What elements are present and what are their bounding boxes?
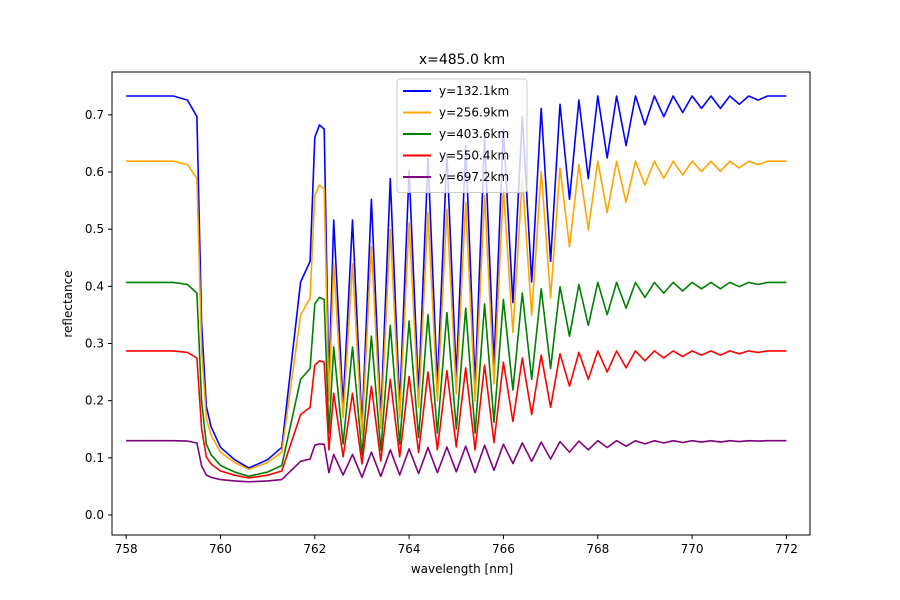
x-tick-label: 770 [681, 542, 704, 556]
legend-label: y=256.9km [439, 106, 509, 120]
y-tick-label: 0.7 [85, 108, 104, 122]
y-tick-label: 0.3 [85, 337, 104, 351]
x-tick-label: 772 [775, 542, 798, 556]
x-tick-label: 768 [586, 542, 609, 556]
series-lines [126, 95, 787, 483]
legend-label: y=132.1km [439, 84, 509, 98]
x-tick-label: 764 [398, 542, 421, 556]
legend: y=132.1km y=256.9km y=403.6km y=550.4km y=69… [396, 78, 528, 193]
x-tick-label: 758 [115, 542, 138, 556]
y-tick-label: 0.6 [85, 165, 104, 179]
y-axis-ticks: 0.0 0.1 0.2 0.3 0.4 0.5 0.6 0.7 [85, 108, 112, 522]
legend-label: y=550.4km [439, 149, 509, 163]
y-axis-label: reflectance [61, 270, 75, 337]
y-tick-label: 0.1 [85, 451, 104, 465]
y-tick-label: 0.2 [85, 394, 104, 408]
legend-label: y=697.2km [439, 170, 509, 184]
x-tick-label: 766 [492, 542, 515, 556]
y-tick-label: 0.4 [85, 279, 104, 293]
plot-frame [111, 71, 811, 536]
series-line-2 [126, 160, 787, 471]
series-line-4 [126, 350, 787, 479]
series-line-5 [126, 439, 787, 483]
chart-title: x=485.0 km [419, 52, 505, 68]
x-axis-ticks: 758 760 762 764 766 768 770 772 [115, 535, 798, 556]
legend-label: y=403.6km [439, 127, 509, 141]
y-tick-label: 0.0 [85, 508, 104, 522]
x-tick-label: 762 [303, 542, 326, 556]
legend-box [396, 78, 528, 193]
x-tick-label: 760 [209, 542, 232, 556]
series-line-3 [126, 281, 787, 478]
x-axis-label: wavelength [nm] [411, 562, 513, 576]
y-tick-label: 0.5 [85, 222, 104, 236]
